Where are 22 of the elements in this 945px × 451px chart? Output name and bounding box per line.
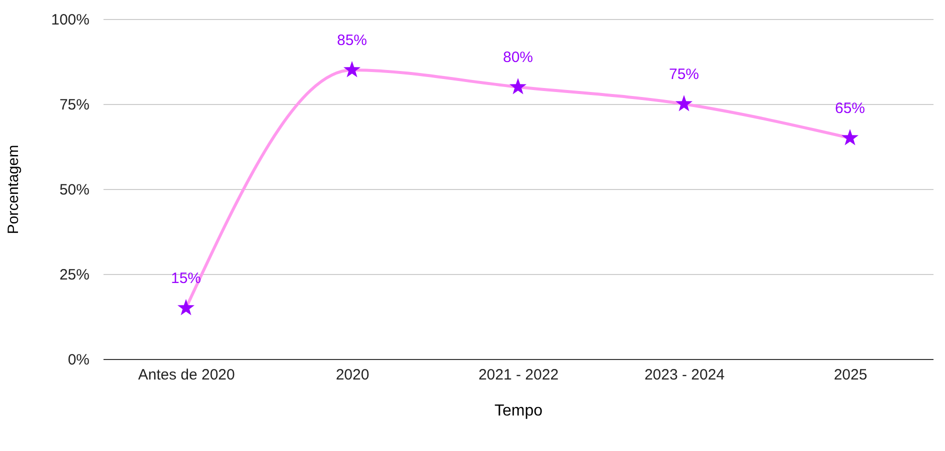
point [509, 78, 527, 94]
x-tick-label: 2021 - 2022 [478, 366, 559, 384]
x-axis-title: Tempo [494, 402, 543, 420]
y-tick-label: 75% [59, 96, 90, 114]
y-axis-title: Porcentagem [5, 144, 22, 234]
point [177, 299, 195, 316]
data-label: 15% [170, 270, 202, 287]
point [675, 95, 693, 112]
point [841, 129, 859, 146]
data-label: 80% [502, 49, 534, 66]
data-label: 85% [336, 32, 368, 49]
y-tick-label: 100% [51, 12, 90, 28]
data-label: 65% [834, 100, 866, 117]
x-tick-label: 2020 [336, 366, 370, 384]
point [343, 61, 361, 78]
x-tick-label: Antes de 2020 [138, 366, 235, 384]
y-tick-label: 50% [59, 182, 90, 198]
y-tick-label: 0% [68, 352, 90, 368]
data-label: 75% [668, 66, 700, 83]
x-tick-label: 2023 - 2024 [644, 366, 725, 384]
x-tick-label: 2025 [834, 366, 868, 384]
y-tick-label: 25% [59, 266, 90, 284]
